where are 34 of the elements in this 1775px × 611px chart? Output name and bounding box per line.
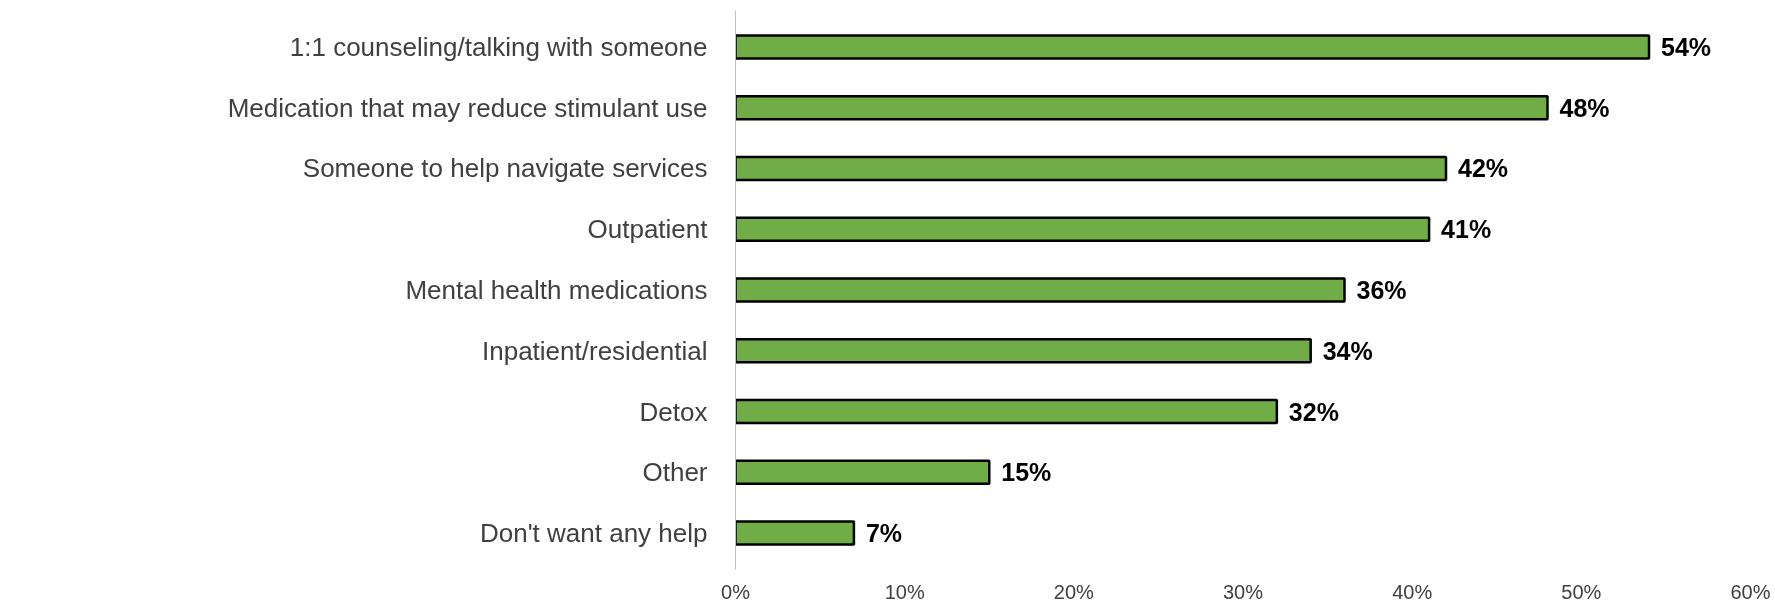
x-tick-label: 10% [884,580,925,603]
y-tick-label: Other [642,457,708,488]
y-tick-label: Outpatient [587,214,709,245]
data-label: 32% [1288,397,1339,426]
data-label: 41% [1441,215,1492,244]
x-tick-label: 40% [1392,580,1433,603]
bar [735,216,1431,243]
bar [735,398,1279,425]
bar [735,277,1346,303]
y-tick-label: Don't want any help [479,518,708,549]
x-tick-label: 60% [1730,580,1771,603]
data-label: 34% [1322,336,1373,365]
bar [735,155,1448,182]
data-label: 54% [1661,32,1712,61]
data-label: 42% [1458,154,1509,183]
bar [735,459,991,486]
bar [735,34,1651,60]
y-tick-label: 1:1 counseling/talking with someone [289,31,708,62]
bar [735,520,856,546]
x-tick-label: 30% [1222,580,1264,603]
x-tick-label: 0% [721,580,751,603]
bar [735,337,1312,364]
data-label: 48% [1559,93,1610,122]
data-label: 36% [1356,276,1407,304]
x-tick-label: 20% [1053,580,1095,603]
data-label: 7% [865,519,903,548]
x-tick-label: 50% [1561,580,1602,603]
y-tick-label: Medication that may reduce stimulant use [227,92,708,123]
y-tick-label: Mental health medications [405,275,708,305]
bar [735,94,1549,121]
y-tick-label: Someone to help navigate services [302,153,708,184]
data-label: 15% [1001,458,1052,487]
y-tick-label: Inpatient/residential [482,335,708,366]
y-tick-label: Detox [639,396,708,427]
